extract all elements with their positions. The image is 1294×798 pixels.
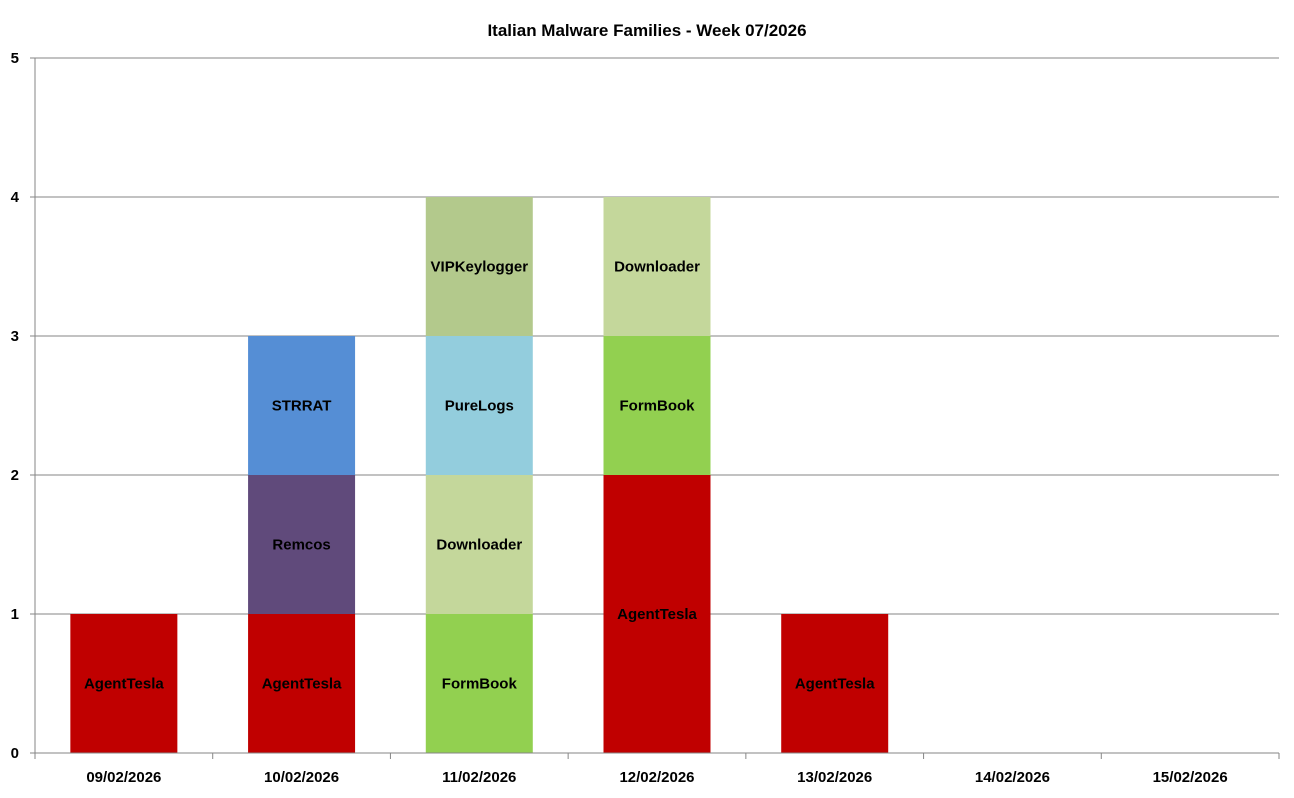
x-tick-label: 10/02/2026 xyxy=(264,769,339,786)
data-label: STRRAT xyxy=(272,398,332,415)
x-tick-label: 11/02/2026 xyxy=(442,769,516,786)
bar-segment-agenttesla xyxy=(248,614,356,753)
bar-segment-agenttesla xyxy=(603,475,711,753)
y-tick-label: 2 xyxy=(11,467,19,484)
data-label: PureLogs xyxy=(445,398,514,415)
data-label: Remcos xyxy=(272,537,330,554)
data-label: AgentTesla xyxy=(617,606,697,623)
y-tick-label: 5 xyxy=(11,50,19,67)
bar-segment-purelogs xyxy=(425,336,533,475)
bar-segment-downloader xyxy=(603,197,711,336)
data-label: VIPKeylogger xyxy=(431,259,529,276)
bar-segment-formbook xyxy=(603,336,711,475)
x-tick-label: 09/02/2026 xyxy=(86,769,161,786)
data-label: AgentTesla xyxy=(262,676,342,693)
chart-title: Italian Malware Families - Week 07/2026 xyxy=(487,21,806,40)
y-tick-label: 3 xyxy=(11,328,19,345)
x-tick-label: 12/02/2026 xyxy=(619,769,694,786)
bar-segment-formbook xyxy=(425,614,533,753)
data-label: Downloader xyxy=(436,537,522,554)
bar-segment-remcos xyxy=(248,475,356,614)
bar-segment-agenttesla xyxy=(70,614,178,753)
bar-segment-vipkeylogger xyxy=(425,197,533,336)
data-label: AgentTesla xyxy=(84,676,164,693)
y-tick-label: 0 xyxy=(11,745,19,762)
x-tick-label: 15/02/2026 xyxy=(1153,769,1228,786)
data-label: Downloader xyxy=(614,259,700,276)
y-tick-label: 1 xyxy=(11,606,19,623)
data-label: AgentTesla xyxy=(795,676,875,693)
axes: 0 1 2 3 4 5 09/02/2026 10/02/2026 11/02/2026 12/0… xyxy=(11,50,1280,786)
x-tick-label: 13/02/2026 xyxy=(797,769,872,786)
y-tick-label: 4 xyxy=(11,189,20,206)
bar-segment-downloader xyxy=(425,475,533,614)
x-tick-label: 14/02/2026 xyxy=(975,769,1050,786)
data-label: FormBook xyxy=(620,398,696,415)
data-label: FormBook xyxy=(442,676,518,693)
bar-segment-agenttesla xyxy=(781,614,889,753)
bars: AgentTesla AgentTesla Remcos STRRAT FormBook… xyxy=(70,197,889,753)
bar-segment-strrat xyxy=(248,336,356,475)
